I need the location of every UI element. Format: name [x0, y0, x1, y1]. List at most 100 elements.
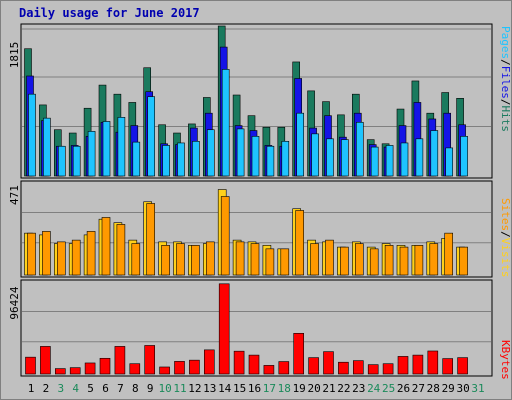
day-label: 1 [28, 382, 35, 395]
sites-bar [131, 243, 141, 276]
day-label: 8 [132, 382, 139, 395]
pages-bar [87, 131, 96, 177]
pages-bar [355, 121, 364, 177]
sites-bar [459, 246, 468, 276]
kbytes-legend: KBytes [499, 340, 512, 380]
pages-bar [57, 145, 66, 177]
sites-bar [146, 203, 155, 276]
day-label: 17 [263, 382, 276, 395]
kbytes-bar [25, 356, 36, 375]
pages-bar [296, 112, 305, 177]
day-label: 12 [188, 382, 201, 395]
kbytes-bar [263, 365, 275, 375]
day-label: 5 [87, 382, 94, 395]
kbytes-bar [218, 283, 230, 375]
sites-bar [71, 239, 81, 276]
kbytes-bar [129, 363, 141, 375]
kbytes-bar [54, 368, 66, 375]
sites-bar [399, 246, 409, 276]
pages-bar [445, 147, 454, 177]
day-label: 3 [57, 382, 64, 395]
day-label: 24 [367, 382, 381, 395]
pages-bar [207, 129, 215, 177]
pages-bar [430, 130, 439, 177]
sites-bar [191, 245, 200, 276]
sites-bar [310, 243, 319, 276]
legend-pages: Pages [499, 26, 512, 59]
pages-bar [162, 145, 170, 177]
pages-bar [400, 142, 409, 177]
sites-bar [325, 239, 334, 276]
day-label: 16 [248, 382, 261, 395]
legend-sites: Sites [499, 198, 512, 231]
kbytes-bar [352, 360, 364, 375]
pages-bar [43, 117, 51, 177]
svg-text:Pages/Files/Hits: Pages/Files/Hits [499, 26, 512, 132]
legend-sep-2: / [499, 99, 512, 106]
sites-bar [280, 248, 290, 276]
kbytes-bar [204, 349, 215, 375]
sites-bar [354, 243, 364, 276]
sites-bar [86, 231, 96, 276]
visits-ymax-label: 471 [8, 185, 21, 205]
sites-bar [414, 245, 424, 276]
day-label: 6 [102, 382, 109, 395]
pages-bar [132, 141, 141, 177]
sites-bar [265, 248, 275, 276]
sites-bar [42, 231, 51, 276]
day-label: 14 [218, 382, 232, 395]
sites-bar [384, 245, 394, 276]
kbytes-bar [308, 357, 319, 375]
day-label: 11 [173, 382, 186, 395]
pages-bar [28, 93, 36, 177]
day-label: 2 [43, 382, 50, 395]
sites-bar [27, 232, 36, 276]
kbytes-bar [323, 351, 334, 375]
day-label: 30 [456, 382, 469, 395]
legend-files: Files [499, 66, 512, 99]
day-label: 25 [382, 382, 395, 395]
pages-files-hits-legend: Pages/Files/Hits [499, 26, 512, 132]
sites-bar [56, 241, 66, 276]
kbytes-bar [99, 357, 111, 375]
day-label: 31 [471, 382, 484, 395]
svg-text:Sites/Visits: Sites/Visits [499, 198, 512, 278]
day-label: 7 [117, 382, 124, 395]
legend-visits: Visits [499, 238, 512, 278]
pages-bar [236, 128, 245, 177]
legend-kbytes: KBytes [499, 340, 512, 380]
sites-bar [161, 245, 170, 276]
hits-ymax-label: 1815 [8, 42, 21, 69]
day-label: 9 [147, 382, 154, 395]
legend-sep-3: / [499, 231, 512, 238]
sites-bar [444, 232, 454, 276]
sites-bar [340, 246, 349, 276]
day-label: 28 [427, 382, 440, 395]
page-title: Daily usage for June 2017 [19, 6, 200, 20]
kbytes-bar [69, 367, 81, 375]
kbytes-bar [412, 354, 424, 375]
pages-bar [415, 138, 424, 177]
pages-bar [370, 146, 379, 177]
day-label: 13 [203, 382, 216, 395]
sites-bar [250, 243, 260, 276]
pages-bar [177, 142, 185, 177]
pages-bar [221, 69, 230, 177]
day-label: 23 [352, 382, 365, 395]
day-label: 27 [412, 382, 425, 395]
kbytes-bar [248, 354, 260, 375]
pages-bar [385, 145, 394, 177]
kbytes-bar [114, 346, 126, 375]
sites-bar [176, 243, 185, 276]
day-label: 20 [307, 382, 320, 395]
pages-bar [192, 140, 200, 177]
kbytes-bar [427, 350, 439, 375]
pages-bar [266, 145, 275, 177]
sites-bar [101, 217, 111, 276]
day-label: 15 [233, 382, 246, 395]
day-label: 18 [278, 382, 291, 395]
sites-bar [429, 243, 439, 276]
pages-bar [72, 145, 81, 177]
legend-hits: Hits [499, 106, 512, 133]
kbytes-bar [278, 361, 290, 375]
